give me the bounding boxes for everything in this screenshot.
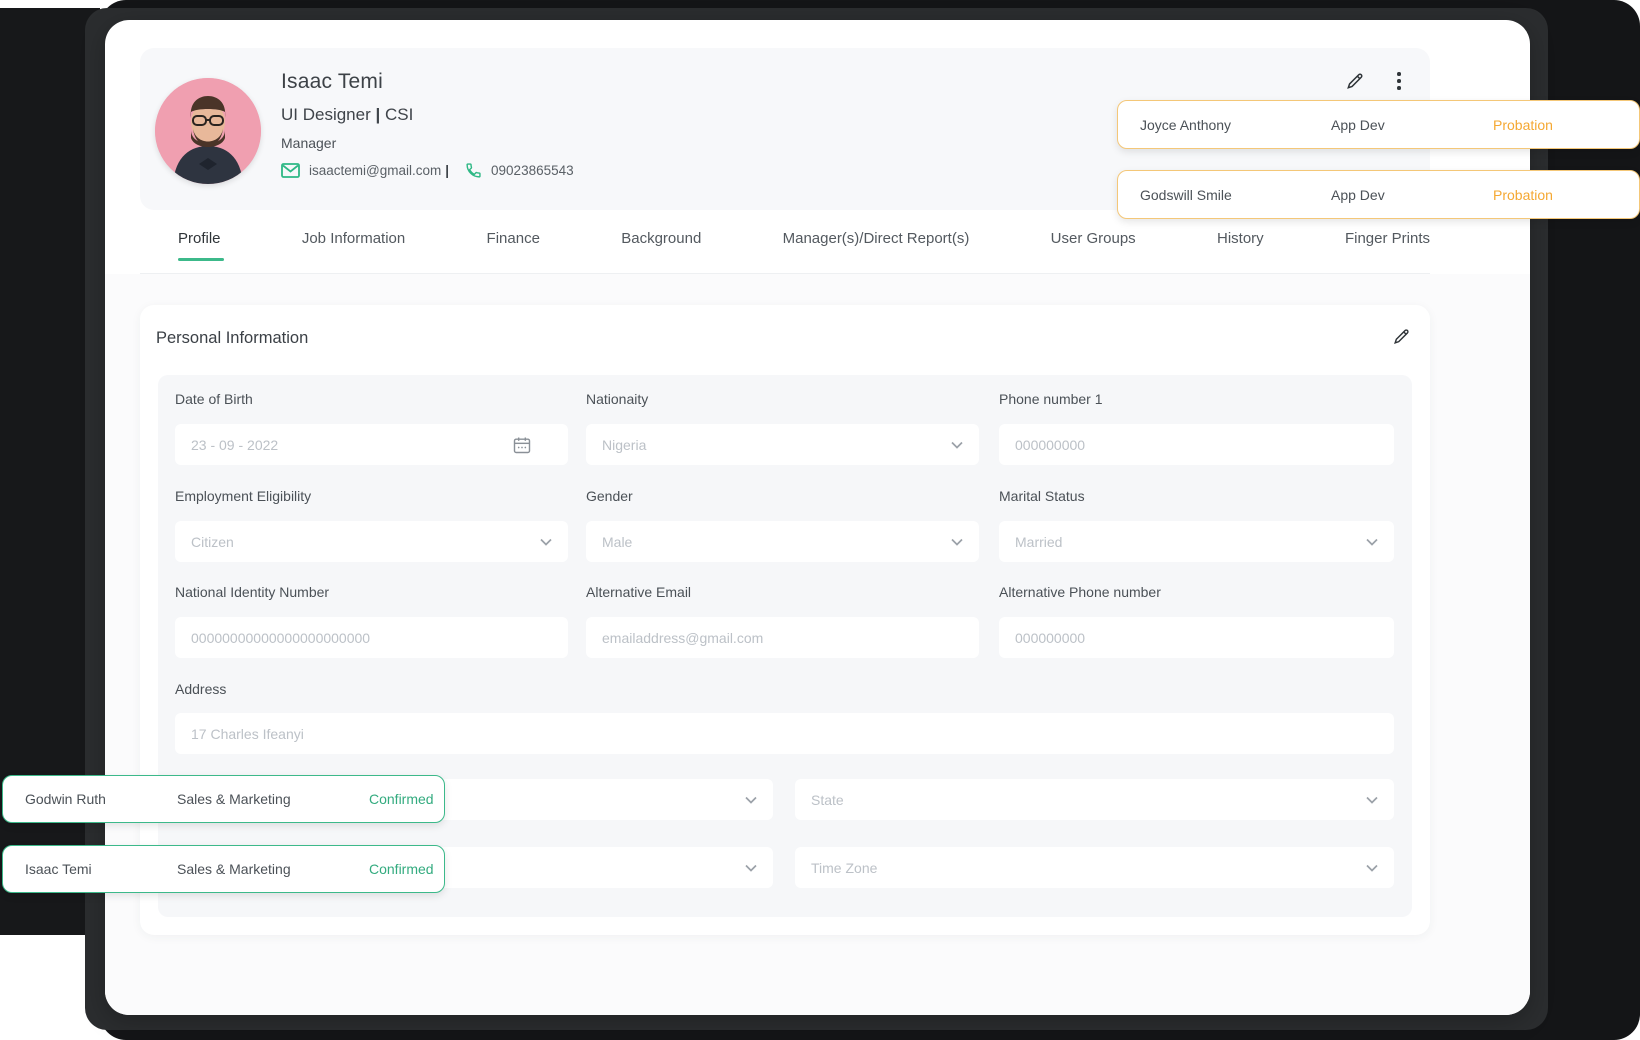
status-badge: Confirmed [369, 791, 434, 807]
status-badge: Probation [1493, 186, 1553, 203]
chevron-down-icon [1366, 864, 1378, 872]
chevron-down-icon [540, 538, 552, 546]
card-department: App Dev [1331, 116, 1385, 133]
alternative-email-label: Alternative Email [586, 584, 692, 600]
contact-separator: | [445, 163, 450, 178]
phone-icon [465, 162, 482, 179]
chevron-down-icon [951, 538, 963, 546]
chevron-down-icon [951, 441, 963, 449]
contact-row: isaactemi@gmail.com | 09023865543 [281, 162, 574, 179]
date-of-birth-input[interactable] [175, 424, 568, 465]
employee-name: Isaac Temi [281, 70, 383, 93]
personal-information-form: Date of Birth Nationaity Nigeria Phone n… [158, 375, 1412, 917]
tab-finance[interactable]: Finance [486, 230, 540, 247]
national-identity-number-input[interactable] [175, 617, 568, 658]
email-text[interactable]: isaactemi@gmail.com [309, 163, 442, 178]
nationality-label: Nationaity [586, 391, 649, 407]
personal-information-section: Personal Information Date of Birth Natio… [140, 305, 1430, 935]
avatar-illustration [155, 78, 261, 184]
card-department: App Dev [1331, 186, 1385, 203]
tab-background[interactable]: Background [621, 230, 702, 247]
time-zone-value: Time Zone [811, 859, 878, 876]
tab-profile[interactable]: Profile [178, 230, 224, 261]
employee-identity: Isaac Temi UI Designer | CSI Manager isa… [281, 70, 574, 179]
alternative-phone-number-input[interactable] [999, 617, 1394, 658]
chevron-down-icon [1366, 796, 1378, 804]
company: CSI [385, 105, 414, 124]
marital-status-label: Marital Status [999, 488, 1085, 504]
chevron-down-icon [1366, 538, 1378, 546]
employment-eligibility-select[interactable]: Citizen [175, 521, 568, 562]
date-of-birth-label: Date of Birth [175, 391, 253, 407]
edit-profile-pencil-icon[interactable] [1345, 71, 1365, 91]
card-employee-name: Joyce Anthony [1140, 116, 1232, 133]
chevron-down-icon [745, 864, 757, 872]
card-employee-name: Isaac Temi [25, 861, 92, 877]
card-department: Sales & Marketing [177, 861, 291, 877]
card-employee-name: Godwin Ruth [25, 791, 106, 807]
time-zone-select[interactable]: Time Zone [795, 847, 1394, 888]
profile-tabbar: Profile Job Information Finance Backgrou… [140, 230, 1430, 274]
address-input[interactable] [175, 713, 1394, 754]
tab-user-groups[interactable]: User Groups [1050, 230, 1136, 247]
employee-status-card[interactable]: Isaac Temi Sales & Marketing Confirmed [2, 845, 445, 893]
state-select[interactable]: State [795, 779, 1394, 820]
status-badge: Probation [1493, 116, 1553, 133]
section-edit-pencil-icon[interactable] [1392, 327, 1411, 346]
card-employee-name: Godswill Smile [1140, 186, 1232, 203]
phone-number-1-label: Phone number 1 [999, 391, 1103, 407]
employee-status-card[interactable]: Godwin Ruth Sales & Marketing Confirmed [2, 775, 445, 823]
tab-history[interactable]: History [1216, 230, 1264, 247]
status-badge: Confirmed [369, 861, 434, 877]
employee-status-card[interactable]: Godswill Smile App Dev Probation [1117, 170, 1640, 219]
gender-value: Male [602, 533, 633, 550]
kebab-menu-icon[interactable] [1391, 70, 1407, 92]
national-identity-number-label: National Identity Number [175, 584, 330, 600]
header-actions [1345, 70, 1415, 92]
nationality-select[interactable]: Nigeria [586, 424, 979, 465]
tab-finger-prints[interactable]: Finger Prints [1344, 230, 1430, 247]
envelope-icon [281, 163, 300, 178]
avatar [155, 78, 261, 184]
section-title: Personal Information [156, 329, 309, 347]
employee-status-card[interactable]: Joyce Anthony App Dev Probation [1117, 100, 1640, 149]
job-title: UI Designer [281, 105, 371, 124]
employee-level: Manager [281, 135, 337, 151]
address-label: Address [175, 681, 227, 697]
card-department: Sales & Marketing [177, 791, 291, 807]
marital-status-select[interactable]: Married [999, 521, 1394, 562]
phone-number-1-input[interactable] [999, 424, 1394, 465]
title-separator: | [375, 105, 381, 124]
employee-role: UI Designer | CSI [281, 105, 574, 125]
nationality-value: Nigeria [602, 436, 647, 453]
alternative-email-input[interactable] [586, 617, 979, 658]
state-value: State [811, 791, 844, 808]
chevron-down-icon [745, 796, 757, 804]
employment-eligibility-value: Citizen [191, 533, 234, 550]
phone-text: 09023865543 [491, 163, 574, 178]
tab-job-information[interactable]: Job Information [301, 230, 406, 247]
employment-eligibility-label: Employment Eligibility [175, 488, 312, 504]
gender-select[interactable]: Male [586, 521, 979, 562]
alternative-phone-number-label: Alternative Phone number [999, 584, 1161, 600]
marital-status-value: Married [1015, 533, 1063, 550]
gender-label: Gender [586, 488, 633, 504]
tab-managers-direct-reports[interactable]: Manager(s)/Direct Report(s) [782, 230, 970, 247]
